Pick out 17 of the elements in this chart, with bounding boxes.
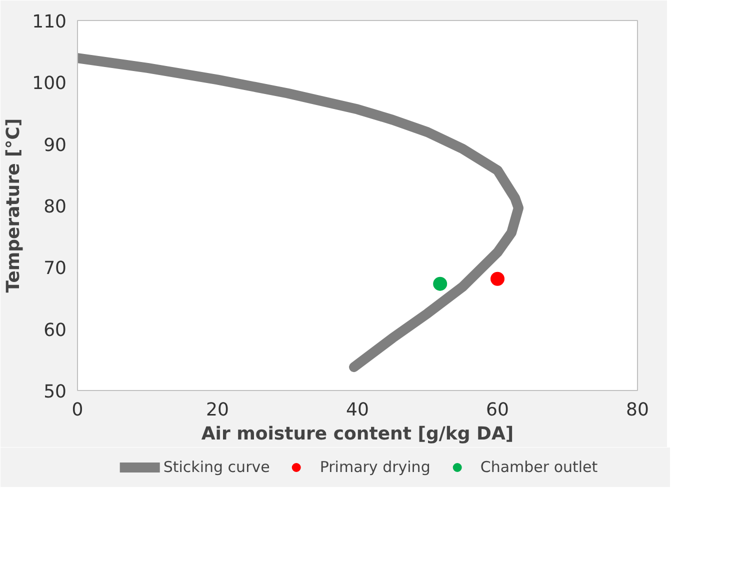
x-tick-label: 0 xyxy=(72,400,84,420)
y-tick-label: 90 xyxy=(44,134,66,156)
y-axis-title: Temperature [°C] xyxy=(3,118,24,293)
x-tick-label: 60 xyxy=(486,400,509,420)
y-tick-label: 110 xyxy=(32,12,67,32)
y-tick-label: 100 xyxy=(32,73,67,94)
y-tick-label: 60 xyxy=(44,320,66,341)
legend-label: Primary drying xyxy=(320,458,430,476)
legend-label: Chamber outlet xyxy=(480,458,598,476)
y-tick-label: 50 xyxy=(44,382,66,402)
legend-label: Sticking curve xyxy=(163,458,270,476)
x-tick-label: 40 xyxy=(346,400,369,420)
x-axis-title: Air moisture content [g/kg DA] xyxy=(201,424,514,444)
x-tick-label: 80 xyxy=(626,400,649,420)
y-tick-label: 80 xyxy=(44,196,66,218)
y-tick-label: 70 xyxy=(44,258,66,280)
x-tick-label: 20 xyxy=(206,400,229,420)
